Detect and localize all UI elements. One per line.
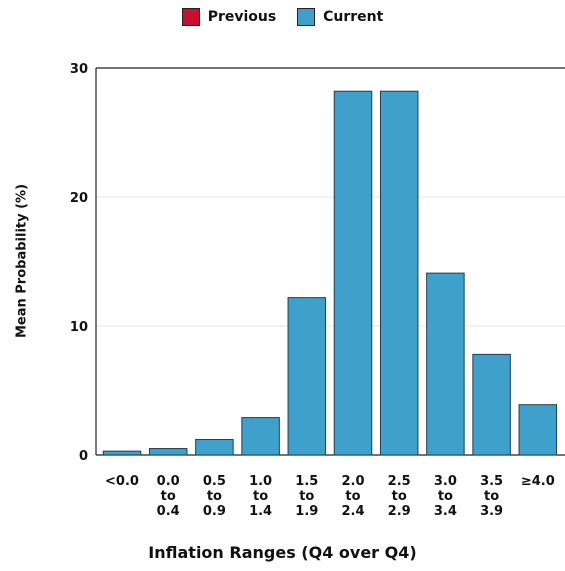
- x-tick-label-line: 3.9: [480, 504, 503, 519]
- x-axis-title: Inflation Ranges (Q4 over Q4): [148, 543, 417, 562]
- x-tick-label-line: to: [207, 489, 222, 504]
- legend: Previous Current: [0, 8, 565, 30]
- x-tick-label: ≥4.0: [521, 474, 555, 489]
- legend-item-previous: Previous: [181, 8, 277, 26]
- x-tick-label-line: 2.4: [341, 504, 364, 519]
- legend-item-current: Current: [297, 8, 383, 26]
- x-tick-label-line: to: [253, 489, 268, 504]
- legend-swatch-current: [297, 8, 316, 26]
- x-tick-label: 2.5 to 2.9: [388, 474, 411, 519]
- x-tick-label: 2.0 to 2.4: [341, 474, 364, 519]
- x-tick-label: 0.5 to 0.9: [203, 474, 226, 519]
- x-tick-label-line: to: [392, 489, 407, 504]
- legend-label-previous: Previous: [207, 9, 277, 25]
- x-tick-label-line: 0.0: [157, 474, 180, 489]
- bar-current: [518, 404, 558, 456]
- x-tick-label-line: to: [299, 489, 314, 504]
- x-tick-label-line: 0.5: [203, 474, 226, 489]
- x-tick-label-line: 1.4: [249, 504, 272, 519]
- legend-label-current: Current: [323, 9, 384, 25]
- x-tick-label: 0.0 to 0.4: [157, 474, 180, 519]
- x-tick-label-line: to: [484, 489, 499, 504]
- x-tick-label: 1.5 to 1.9: [295, 474, 318, 519]
- x-tick-label-line: 2.5: [388, 474, 411, 489]
- x-tick-label-line: 0.9: [203, 504, 226, 519]
- x-tick-label-line: ≥4.0: [521, 474, 555, 489]
- bar-current: [195, 439, 234, 456]
- x-tick-label-line: 2.9: [388, 504, 411, 519]
- x-tick-label-line: 1.5: [295, 474, 318, 489]
- x-tick-label-line: 1.9: [295, 504, 318, 519]
- x-tick-label-line: to: [161, 489, 176, 504]
- x-tick-label: 3.5 to 3.9: [480, 474, 503, 519]
- x-tick-label: <0.0: [105, 474, 139, 489]
- x-tick-label: 3.0 to 3.4: [434, 474, 457, 519]
- x-tick-label-line: 0.4: [157, 504, 180, 519]
- bar-current: [472, 353, 511, 456]
- bar-current: [148, 448, 188, 456]
- bar-current: [333, 90, 373, 456]
- x-tick-label-line: 3.4: [434, 504, 457, 519]
- bar-current: [287, 297, 327, 456]
- x-tick-label-line: 3.0: [434, 474, 457, 489]
- bar-current: [102, 450, 142, 456]
- y-tick-label: 30: [70, 62, 88, 77]
- bar-current: [241, 417, 280, 456]
- y-tick-label: 10: [70, 320, 88, 335]
- y-tick-label: 0: [79, 449, 88, 464]
- y-tick-label: 20: [70, 191, 88, 206]
- x-tick-label-line: 1.0: [249, 474, 272, 489]
- x-tick-label-line: 2.0: [341, 474, 364, 489]
- bar-current: [426, 272, 465, 456]
- bar-current: [379, 90, 419, 456]
- x-tick-label-line: to: [438, 489, 453, 504]
- x-tick-label-line: 3.5: [480, 474, 503, 489]
- x-tick-label-line: to: [345, 489, 360, 504]
- legend-swatch-previous: [181, 8, 200, 26]
- x-tick-label: 1.0 to 1.4: [249, 474, 272, 519]
- x-tick-label-line: <0.0: [105, 474, 139, 489]
